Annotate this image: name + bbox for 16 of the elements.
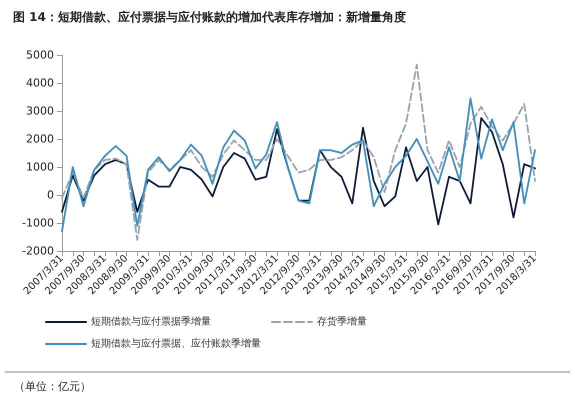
chart-title: 图 14：短期借款、应付票据与应付账款的增加代表库存增加：新增量角度 [13, 10, 406, 24]
y-tick-label: 1000 [26, 160, 54, 174]
text: （单位：亿元） [14, 380, 91, 393]
legend-label: 短期借款与应付票据、应付账款季增量 [91, 338, 261, 350]
y-tick-label: -2000 [22, 244, 54, 258]
legend-label: 存货季增量 [317, 316, 367, 328]
y-tick-label: 0 [47, 188, 54, 202]
line-series [61, 117, 536, 226]
line-series [61, 64, 536, 241]
y-tick-label: -1000 [22, 216, 54, 230]
legend-label: 短期借款与应付票据季增量 [91, 316, 211, 328]
y-tick-label: 5000 [26, 48, 54, 62]
y-tick-label: 4000 [26, 76, 54, 90]
y-tick-label: 2000 [26, 132, 54, 146]
line-series [61, 98, 536, 232]
y-tick-label: 3000 [26, 104, 54, 118]
